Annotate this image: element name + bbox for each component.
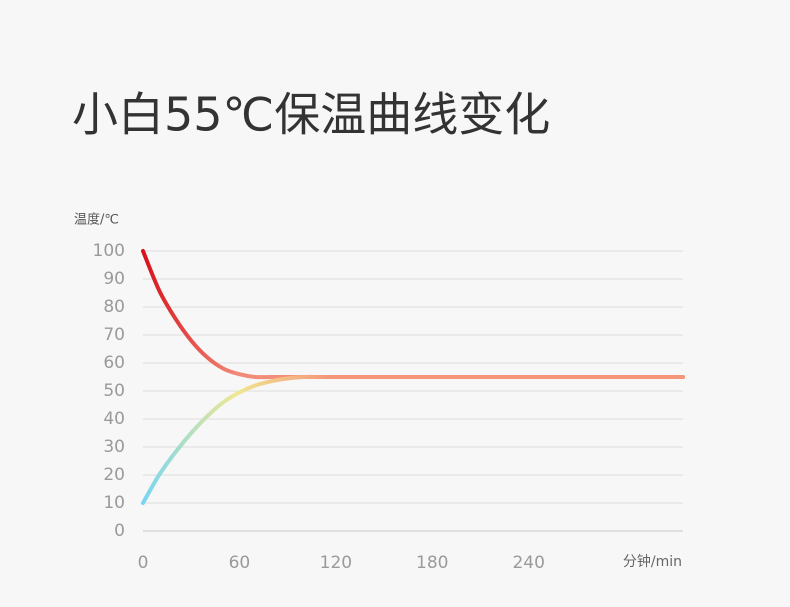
x-tick-label: 0 bbox=[138, 553, 149, 573]
y-tick-label: 50 bbox=[103, 381, 125, 401]
y-tick-label: 70 bbox=[103, 325, 125, 345]
y-tick-label: 10 bbox=[103, 493, 125, 513]
x-tick-label: 120 bbox=[320, 553, 352, 573]
y-tick-label: 90 bbox=[103, 269, 125, 289]
chart-title: 小白55℃保温曲线变化 bbox=[72, 88, 550, 142]
y-tick-label: 60 bbox=[103, 353, 125, 373]
y-tick-label: 40 bbox=[103, 409, 125, 429]
x-tick-label: 180 bbox=[416, 553, 448, 573]
x-axis-label: 分钟/min bbox=[623, 553, 682, 570]
y-tick-label: 30 bbox=[103, 437, 125, 457]
y-tick-label: 20 bbox=[103, 465, 125, 485]
y-tick-label: 80 bbox=[103, 297, 125, 317]
y-tick-label: 0 bbox=[114, 521, 125, 541]
x-tick-label: 240 bbox=[512, 553, 544, 573]
line-series bbox=[141, 374, 685, 505]
y-axis-label: 温度/℃ bbox=[74, 212, 119, 228]
x-tick-label: 60 bbox=[229, 553, 251, 573]
y-tick-label: 100 bbox=[93, 241, 125, 261]
